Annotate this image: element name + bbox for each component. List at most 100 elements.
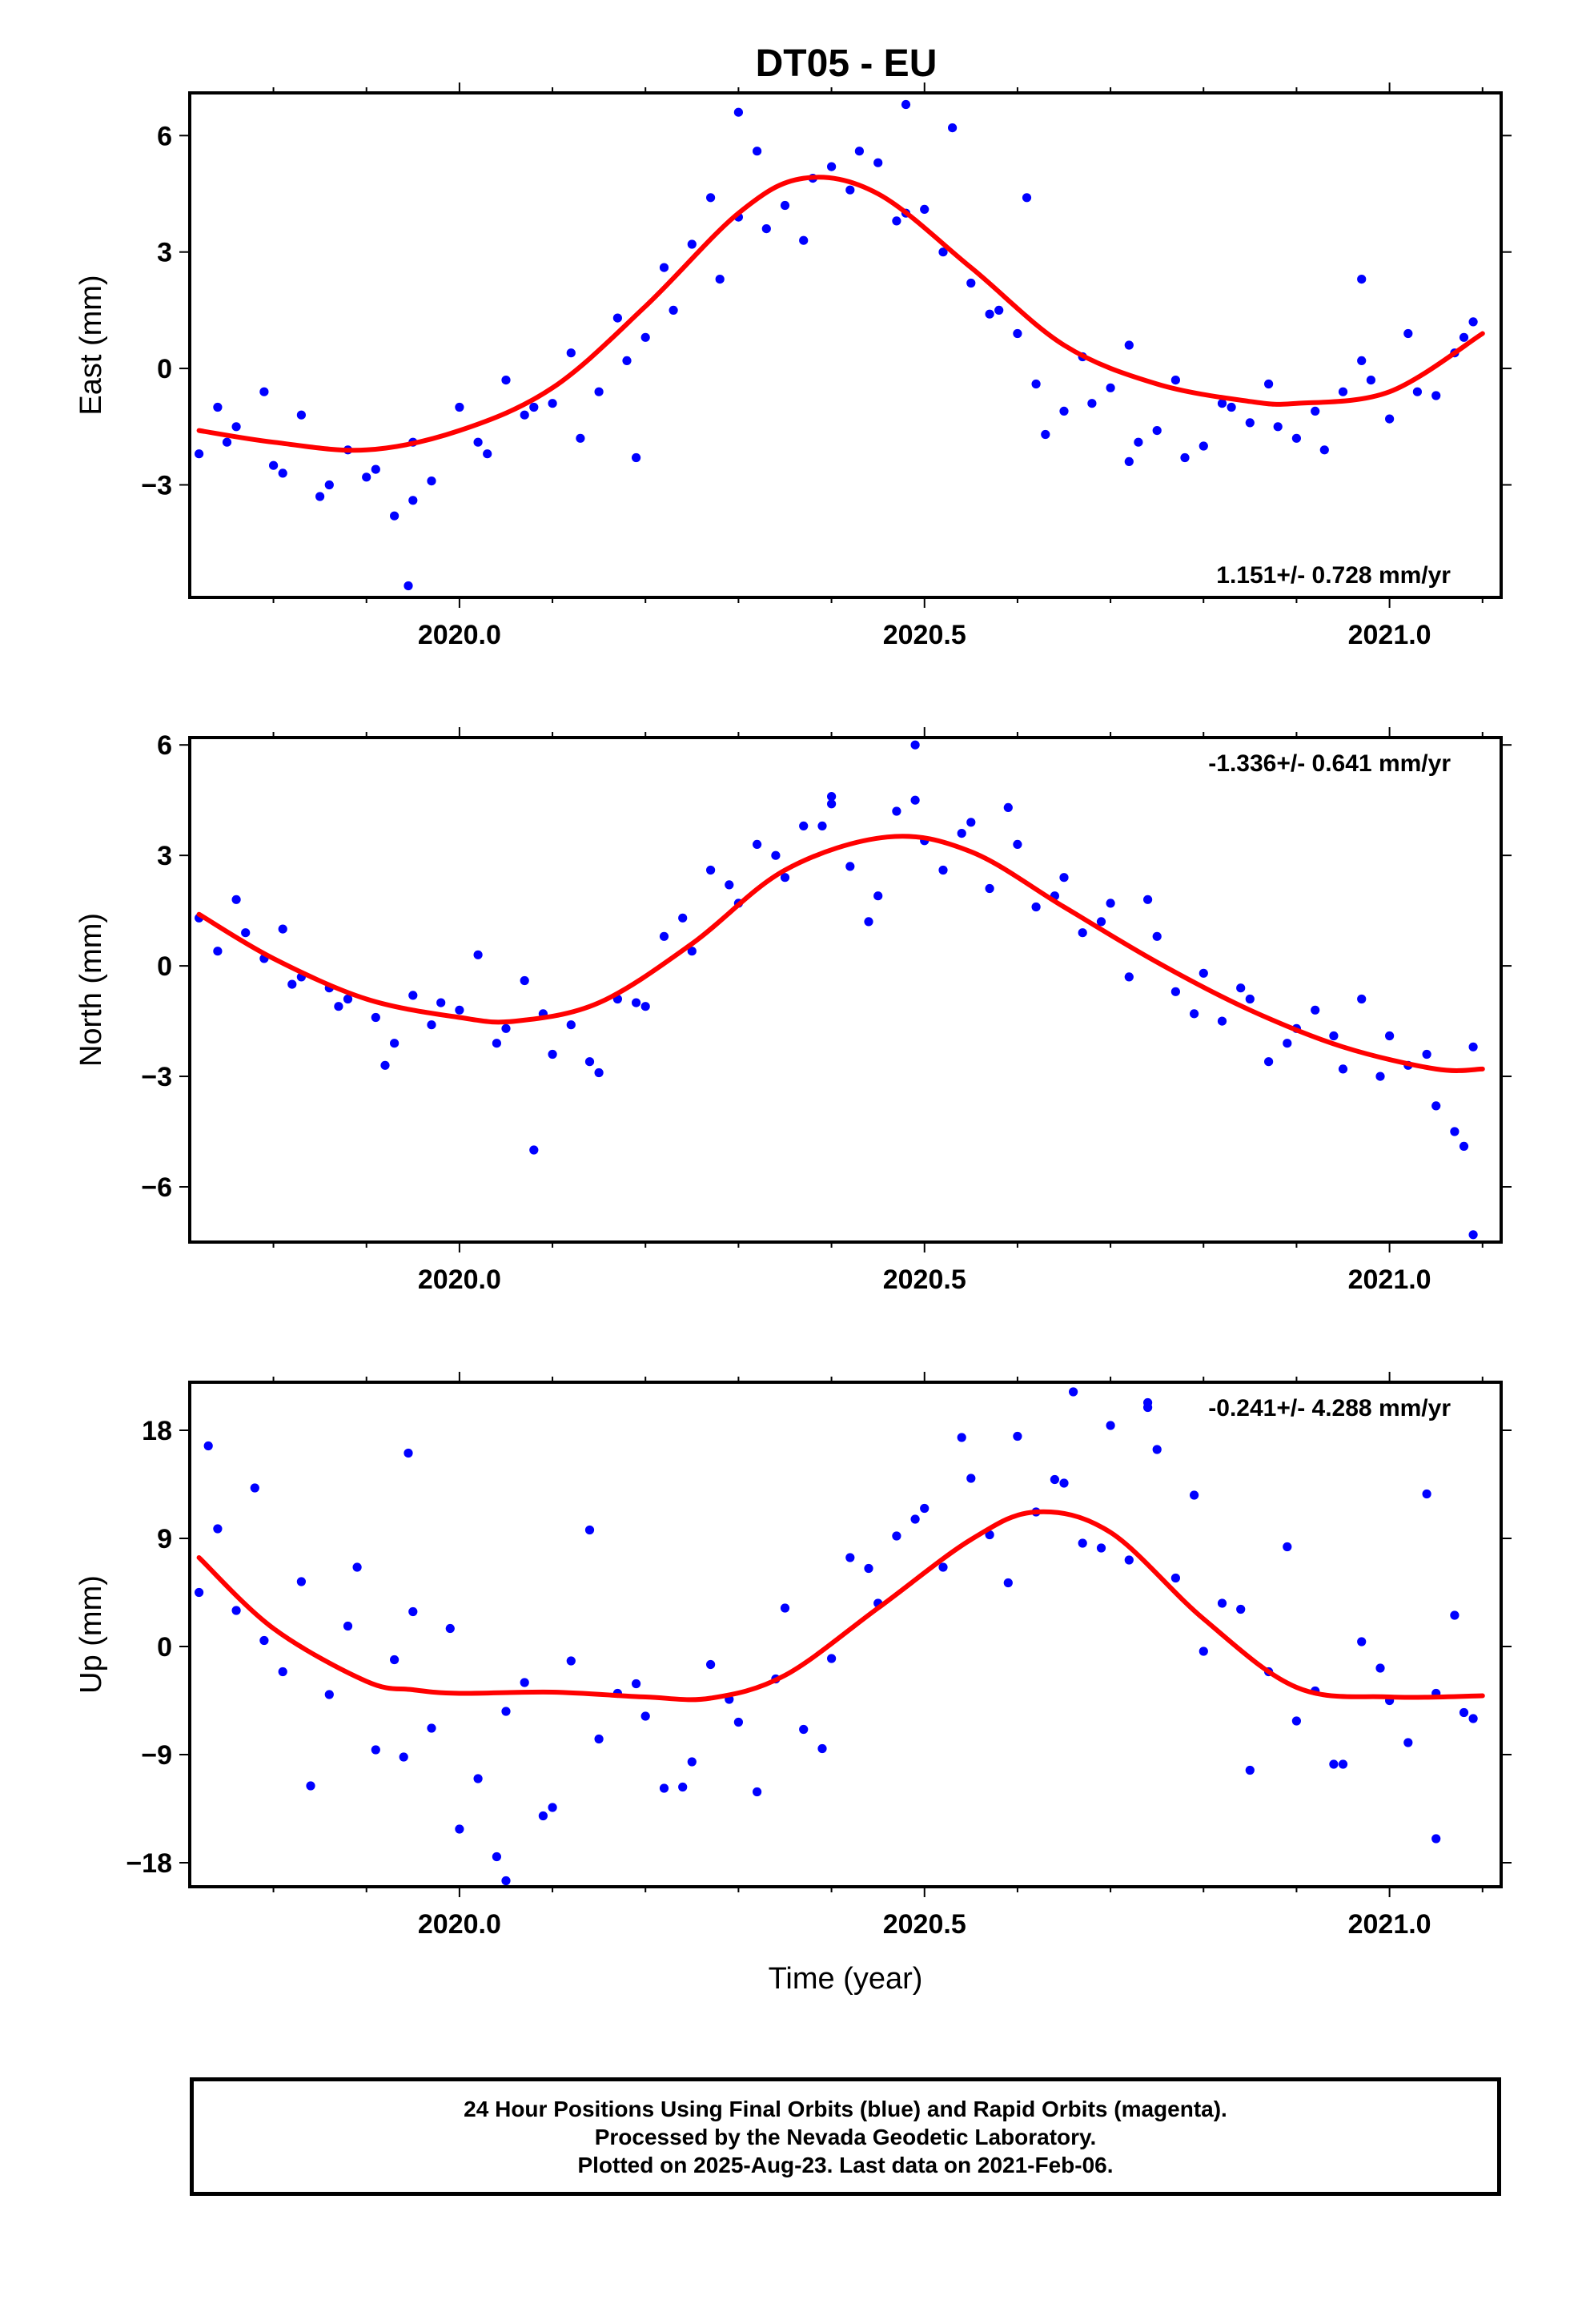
data-point xyxy=(910,795,920,805)
data-point xyxy=(455,402,464,412)
data-point xyxy=(687,1757,697,1767)
data-point xyxy=(1357,356,1367,365)
footer-line-2: Processed by the Nevada Geodetic Laborat… xyxy=(594,2124,1097,2149)
plot-frame-up xyxy=(188,1381,1503,1888)
footer-line-1: 24 Hour Positions Using Final Orbits (bl… xyxy=(464,2096,1227,2121)
data-point xyxy=(1124,1555,1134,1565)
data-point xyxy=(1329,1031,1339,1041)
data-point xyxy=(427,476,436,486)
y-tick-label: −3 xyxy=(141,470,172,501)
data-point xyxy=(985,883,994,894)
panel-up: 2020.0 2020.5 2021.0 −18 −9 0 9 18 Up (mm) Time (… xyxy=(74,1372,1512,1996)
data-point xyxy=(1003,802,1013,813)
data-point xyxy=(1143,1402,1153,1413)
data-point xyxy=(1431,391,1441,400)
data-point xyxy=(1031,902,1041,912)
data-point xyxy=(948,123,958,133)
data-point xyxy=(1013,1431,1022,1441)
y-tick-label: 9 xyxy=(157,1524,172,1554)
data-point xyxy=(1199,968,1208,978)
data-point xyxy=(278,1667,287,1677)
data-point xyxy=(733,1717,744,1727)
data-point xyxy=(1152,1445,1162,1454)
y-tick-label: 18 xyxy=(142,1416,172,1446)
data-point xyxy=(1227,402,1236,412)
rate-label-up: -0.241+/- 4.288 mm/yr xyxy=(1208,1395,1451,1421)
data-point xyxy=(827,1654,837,1663)
data-point xyxy=(501,1876,511,1886)
data-point xyxy=(659,263,669,272)
data-point xyxy=(901,99,911,110)
data-point xyxy=(404,1448,413,1458)
data-point xyxy=(1059,1478,1069,1488)
x-tick-label: 2020.0 xyxy=(418,1909,501,1940)
data-point xyxy=(1003,1578,1013,1588)
data-point xyxy=(1152,931,1162,941)
data-point xyxy=(1450,1127,1460,1136)
data-point xyxy=(1459,1707,1469,1718)
footer-line-3: Plotted on 2025-Aug-23. Last data on 202… xyxy=(577,2152,1114,2177)
data-point xyxy=(706,1659,716,1670)
data-point xyxy=(269,460,279,470)
data-point xyxy=(1422,1049,1431,1059)
data-point xyxy=(371,1745,380,1755)
data-point xyxy=(1264,379,1274,389)
data-point xyxy=(780,200,790,211)
data-point xyxy=(938,247,948,257)
data-point xyxy=(278,468,287,478)
data-point xyxy=(1152,426,1162,436)
data-point xyxy=(678,1782,688,1792)
fit-curve-north xyxy=(196,834,1485,1073)
data-point xyxy=(1385,1031,1395,1041)
data-point xyxy=(195,1587,204,1598)
data-point xyxy=(799,235,809,245)
data-point xyxy=(892,806,901,816)
data-point xyxy=(324,480,334,490)
data-point xyxy=(231,422,241,432)
data-point xyxy=(1245,1765,1255,1775)
data-point xyxy=(632,1679,641,1689)
y-tick-label: 0 xyxy=(157,1632,172,1663)
data-point xyxy=(548,399,557,408)
data-point xyxy=(1468,1714,1478,1723)
data-point xyxy=(1217,1598,1227,1608)
data-point xyxy=(845,1553,855,1562)
data-point xyxy=(380,1060,390,1070)
data-point xyxy=(324,1690,334,1699)
data-point xyxy=(966,1474,976,1483)
panels: 2020.0 2020.5 2021.0 −3 0 3 6 East (mm) 1.151+/-… xyxy=(74,82,1512,1996)
data-point xyxy=(1199,1647,1208,1656)
data-point xyxy=(1078,928,1087,938)
data-point xyxy=(352,1562,362,1572)
data-point xyxy=(1170,376,1180,385)
data-point xyxy=(1403,328,1413,339)
data-point xyxy=(1245,994,1255,1004)
data-point xyxy=(278,924,287,934)
rate-label-north: -1.336+/- 0.641 mm/yr xyxy=(1208,750,1451,777)
data-point xyxy=(566,1656,576,1666)
data-point xyxy=(259,1635,269,1646)
data-point xyxy=(845,862,855,871)
data-point xyxy=(761,224,771,234)
data-point xyxy=(1050,1474,1059,1485)
data-point xyxy=(938,865,948,875)
data-point xyxy=(957,1433,966,1442)
data-point xyxy=(594,1734,604,1744)
data-point xyxy=(864,917,873,927)
data-point xyxy=(1385,414,1395,424)
data-point xyxy=(1283,1542,1292,1552)
data-point xyxy=(1041,429,1050,440)
data-point xyxy=(436,998,446,1007)
data-points-north xyxy=(195,740,1478,1240)
data-point xyxy=(445,1623,455,1634)
x-tick-label: 2021.0 xyxy=(1348,1909,1431,1940)
data-points-east xyxy=(195,99,1478,591)
data-point xyxy=(632,452,641,463)
data-point xyxy=(892,216,901,226)
y-axis-label-up: Up (mm) xyxy=(74,1575,108,1694)
data-point xyxy=(371,464,380,474)
data-point xyxy=(771,850,781,860)
data-point xyxy=(501,376,511,385)
data-point xyxy=(753,1787,762,1797)
